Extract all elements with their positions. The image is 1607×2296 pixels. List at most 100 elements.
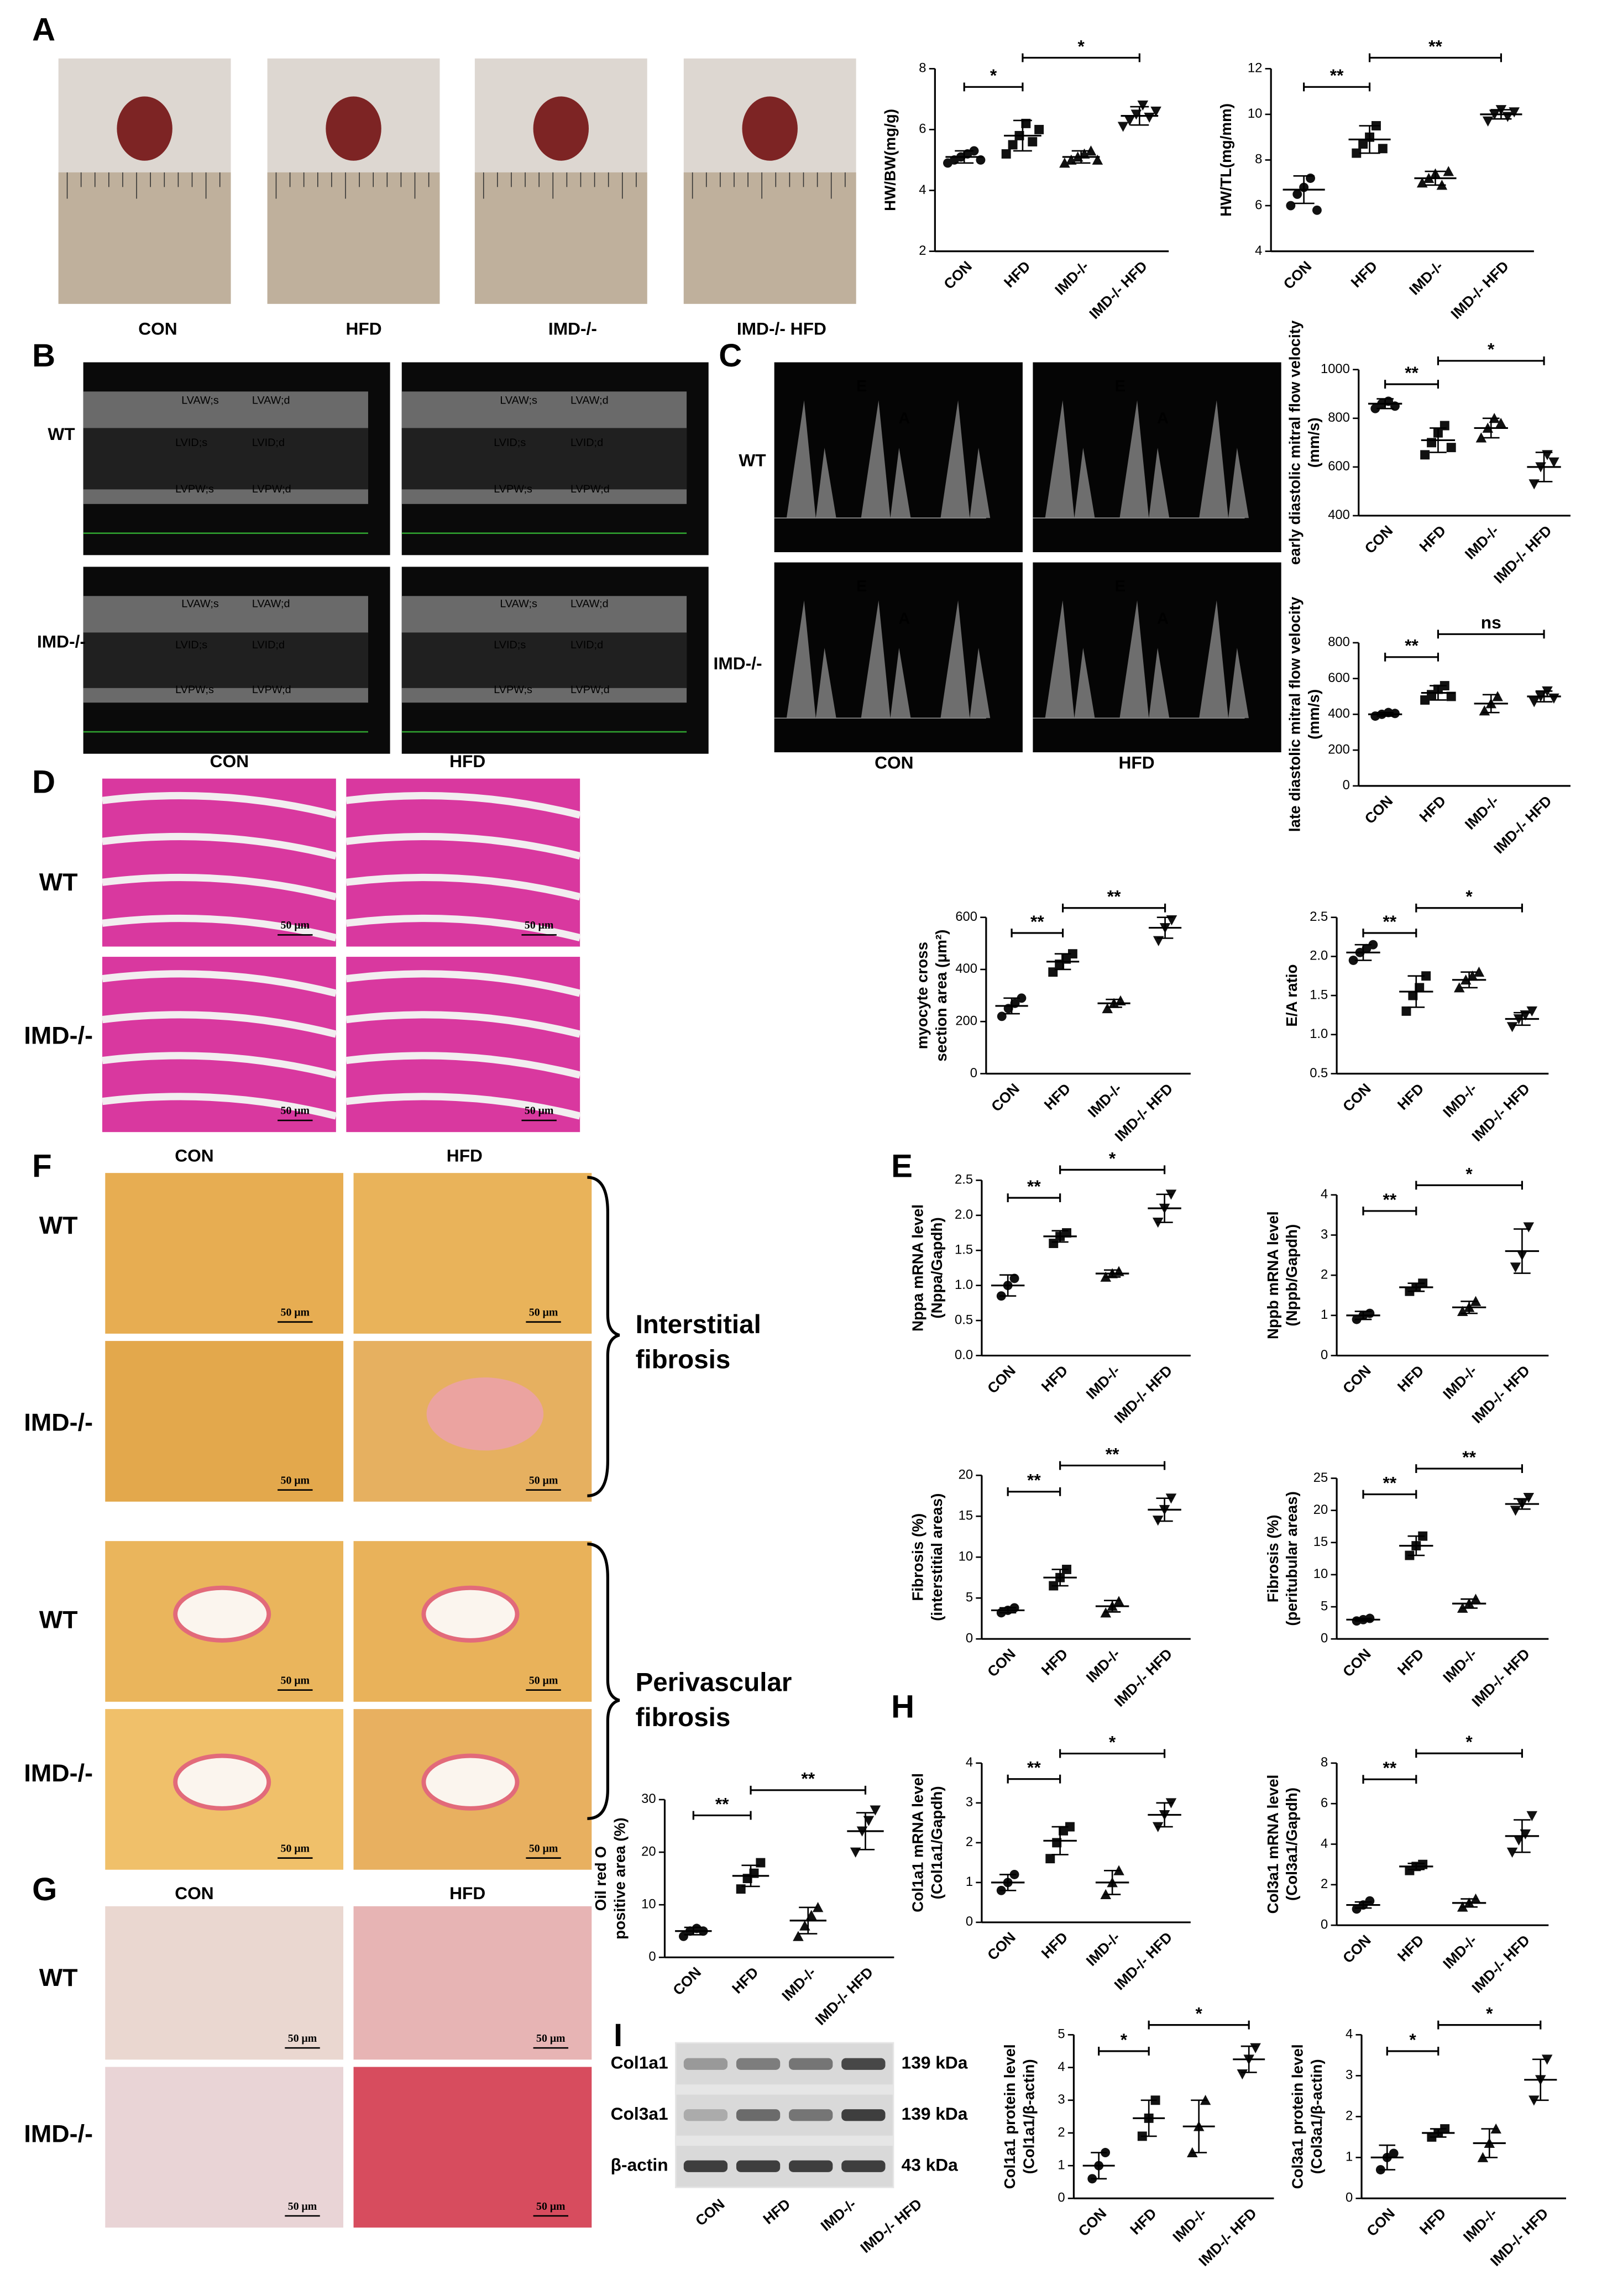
label: 139 kDa	[902, 2053, 968, 2073]
tissue-gap	[346, 1093, 581, 1120]
blot-band	[841, 2058, 886, 2070]
label: WT	[39, 1963, 78, 1991]
vessel	[173, 1585, 271, 1643]
y-tick-label: 1.0	[1310, 1026, 1328, 1041]
x-tick-label: IMD-/-	[1051, 258, 1092, 298]
y-tick-label: 2	[1321, 1267, 1328, 1282]
data-point	[1495, 417, 1506, 428]
y-tick-label: 400	[1328, 507, 1350, 522]
sirius-stain	[353, 1173, 592, 1334]
mmode-label: LVPW;d	[252, 684, 291, 696]
data-point	[1446, 443, 1456, 453]
y-tick-label: 0	[1321, 1917, 1328, 1932]
x-tick-label: CON	[1075, 2205, 1110, 2240]
x-tick-label: IMD-/-	[1085, 1080, 1125, 1120]
scale-bar-label: 50 μm	[529, 1474, 558, 1486]
heart	[742, 96, 798, 161]
data-point	[1370, 403, 1380, 413]
blot-lane-label: IMD-/-	[818, 2195, 859, 2234]
y-tick-label: 2	[966, 1834, 973, 1849]
scale-bar-label: 50 μm	[281, 1105, 310, 1117]
doppler-wave	[1119, 600, 1170, 719]
doppler-wave	[861, 400, 911, 518]
significance-label: **	[1405, 636, 1418, 656]
scale-bar-label: 50 μm	[529, 1306, 558, 1318]
y-tick-label: 3	[1058, 2092, 1065, 2107]
x-tick-label: CON	[940, 258, 975, 292]
y-axis-label: (Col3a1/β-actin)	[1308, 2059, 1325, 2174]
collagen	[426, 1377, 544, 1451]
y-tick-label: 2	[1346, 2109, 1353, 2124]
y-tick-label: 3	[1346, 2068, 1353, 2083]
y-tick-label: 10	[641, 1896, 656, 1911]
y-tick-label: 3	[966, 1795, 973, 1810]
data-point	[1492, 691, 1503, 701]
significance-label: *	[1121, 2030, 1128, 2049]
y-axis-label: (Col1a1/Gapdh)	[928, 1786, 945, 1899]
significance-label: *	[1465, 1732, 1473, 1752]
mmode-label: LVID;d	[570, 639, 603, 651]
x-tick-label: HFD	[1394, 1932, 1427, 1965]
y-tick-label: 1	[966, 1874, 973, 1889]
significance-label: **	[1106, 1444, 1119, 1464]
label: WT	[739, 450, 766, 470]
y-tick-label: 4	[1321, 1836, 1328, 1851]
echo-label: E	[856, 378, 867, 395]
data-point	[1045, 1854, 1055, 1864]
y-axis-label: Col3a1 protein level	[1289, 2044, 1306, 2189]
y-tick-label: 0	[966, 1631, 973, 1646]
doppler-wave	[940, 400, 991, 518]
x-tick-label: CON	[669, 1964, 704, 1999]
mmode-label: LVID;s	[494, 639, 526, 651]
significance-label: *	[1409, 2030, 1416, 2049]
x-tick-label: HFD	[1127, 2205, 1160, 2238]
x-tick-label: CON	[1339, 1932, 1374, 1967]
x-tick-label: HFD	[1394, 1645, 1427, 1679]
scale-bar-label: 50 μm	[281, 1842, 310, 1854]
y-tick-label: 0	[1346, 2190, 1353, 2205]
x-tick-label: CON	[984, 1645, 1019, 1680]
mmode-label: LVPW;d	[252, 483, 291, 495]
y-tick-label: 200	[1328, 742, 1350, 757]
label: IMD-/-	[24, 1021, 93, 1049]
y-tick-label: 20	[1313, 1502, 1328, 1517]
data-point	[1418, 1859, 1428, 1869]
scale-bar-label: 50 μm	[529, 1842, 558, 1854]
scale-bar-label: 50 μm	[525, 919, 554, 931]
data-point	[1378, 144, 1388, 154]
doppler-wave	[1199, 400, 1249, 518]
x-tick-label: HFD	[1416, 2205, 1449, 2238]
data-point	[1446, 691, 1456, 701]
x-tick-label: HFD	[1348, 258, 1381, 291]
ruler	[267, 172, 440, 304]
significance-label: *	[1077, 36, 1085, 56]
x-tick-label: IMD-/- HFD	[1086, 258, 1150, 322]
mmode-label: LVPW;d	[570, 684, 610, 696]
significance-label: **	[1428, 36, 1442, 56]
mmode-label: LVID;d	[570, 437, 603, 449]
y-tick-label: 4	[966, 1755, 973, 1770]
data-point	[1506, 1022, 1518, 1032]
y-tick-label: 0.0	[955, 1348, 973, 1362]
data-point	[1440, 421, 1449, 431]
x-tick-label: HFD	[1416, 793, 1449, 826]
data-point	[1065, 1822, 1075, 1832]
y-tick-label: 5	[1321, 1598, 1328, 1613]
data-point	[1421, 971, 1431, 981]
y-tick-label: 200	[955, 1014, 977, 1029]
ruler	[683, 172, 856, 304]
y-tick-label: 1	[1321, 1307, 1328, 1322]
panel-label: E	[891, 1149, 913, 1184]
label: HFD	[1118, 753, 1154, 773]
y-tick-label: 2	[1058, 2125, 1065, 2140]
mmode-label: LVPW;s	[175, 684, 214, 696]
label: WT	[39, 1605, 78, 1633]
data-point	[1009, 1273, 1019, 1283]
significance-label: *	[1109, 1732, 1116, 1752]
y-tick-label: 4	[1255, 243, 1262, 258]
x-tick-label: CON	[1339, 1645, 1374, 1680]
x-tick-label: CON	[1362, 793, 1396, 827]
blot-lane-label: CON	[692, 2195, 727, 2229]
data-point	[1529, 697, 1540, 707]
oil-red-stain	[105, 2067, 344, 2228]
